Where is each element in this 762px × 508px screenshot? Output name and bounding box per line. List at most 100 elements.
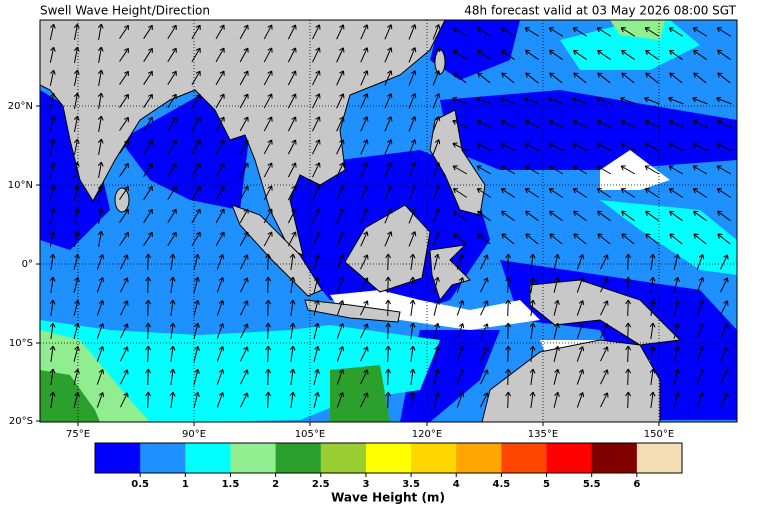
colorbar-cell: [456, 443, 502, 473]
arrow: [167, 70, 177, 86]
arrow: [119, 70, 129, 85]
arrow: [96, 277, 105, 293]
arrow: [384, 70, 393, 86]
arrow: [73, 299, 80, 316]
arrow: [720, 392, 729, 408]
arrow: [265, 253, 272, 271]
arrow: [673, 299, 680, 316]
arrow: [385, 299, 392, 317]
arrow: [596, 119, 612, 128]
colorbar-tick-label: 6: [633, 479, 640, 490]
lon-label: 105°E: [295, 429, 325, 440]
arrow: [432, 93, 441, 109]
lon-label: 90°E: [182, 429, 206, 440]
arrow: [480, 300, 489, 316]
arrow: [477, 210, 491, 222]
arrow: [360, 185, 369, 201]
arrow: [193, 253, 200, 270]
arrow: [215, 24, 225, 40]
arrow: [524, 142, 540, 152]
arrow: [693, 72, 707, 84]
arrow: [239, 185, 249, 201]
arrow: [145, 253, 152, 271]
arrow: [49, 184, 56, 201]
arrow: [621, 72, 635, 84]
map-frame: [39, 19, 738, 423]
arrow: [625, 322, 632, 340]
colorbar-label: Wave Height (m): [331, 491, 445, 505]
arrow: [360, 208, 369, 224]
arrow: [548, 49, 563, 60]
arrow: [525, 233, 539, 245]
arrow: [287, 185, 297, 201]
arrow: [385, 322, 392, 340]
arrow: [289, 368, 296, 385]
arrow: [432, 139, 441, 155]
arrow: [312, 162, 321, 178]
arrow: [696, 323, 705, 339]
arrow: [529, 276, 536, 293]
arrow: [73, 207, 80, 224]
land: [481, 339, 661, 422]
arrow: [145, 299, 152, 317]
arrow: [239, 231, 249, 247]
arrow: [96, 346, 105, 362]
arrow: [97, 69, 104, 86]
arrow: [600, 323, 609, 339]
arrow: [456, 346, 465, 362]
arrow: [456, 323, 465, 339]
arrow: [408, 139, 417, 155]
arrow: [673, 276, 680, 293]
arrow: [143, 208, 153, 223]
arrow: [120, 392, 129, 408]
arrow: [625, 299, 632, 317]
arrow: [720, 300, 729, 316]
arrow: [553, 368, 560, 385]
arrow: [215, 185, 225, 201]
lon-label: 150°E: [644, 429, 674, 440]
arrow: [263, 139, 273, 155]
arrow: [408, 47, 417, 63]
arrow: [97, 115, 104, 132]
arrow: [649, 391, 656, 408]
arrow: [573, 72, 587, 84]
arrow: [143, 24, 153, 39]
arrow: [167, 116, 177, 132]
arrow: [263, 185, 273, 201]
arrow: [169, 299, 176, 316]
arrow: [572, 27, 588, 37]
arrow: [576, 323, 585, 339]
arrow: [336, 300, 345, 316]
arrow: [169, 345, 176, 362]
arrow: [600, 392, 609, 408]
arrow: [600, 346, 609, 362]
arrow: [96, 254, 105, 270]
arrow: [500, 142, 516, 152]
arrow: [336, 47, 345, 63]
colorbar-tick-label: 3.5: [402, 479, 420, 490]
arrow: [716, 188, 731, 198]
colorbar-cell: [275, 443, 322, 473]
colorbar-cell: [320, 443, 367, 473]
arrow: [384, 24, 393, 40]
arrow: [119, 93, 129, 108]
arrow: [191, 93, 201, 109]
arrow: [596, 27, 612, 37]
colorbar-cell: [185, 443, 231, 473]
colorbar-cell: [591, 443, 638, 473]
colorbar-tick-label: 5: [543, 479, 550, 490]
arrow: [476, 27, 492, 37]
arrow: [620, 188, 635, 198]
arrow: [191, 47, 201, 63]
arrow: [360, 392, 369, 408]
arrow: [452, 142, 468, 152]
colorbar-cell: [636, 443, 683, 473]
arrow: [432, 24, 441, 40]
arrow: [49, 138, 56, 155]
arrow: [263, 47, 273, 63]
lon-label: 120°E: [412, 429, 442, 440]
arrow: [645, 72, 659, 84]
arrow: [525, 210, 539, 222]
arrow: [312, 139, 321, 155]
colorbar-cell: [95, 443, 141, 473]
